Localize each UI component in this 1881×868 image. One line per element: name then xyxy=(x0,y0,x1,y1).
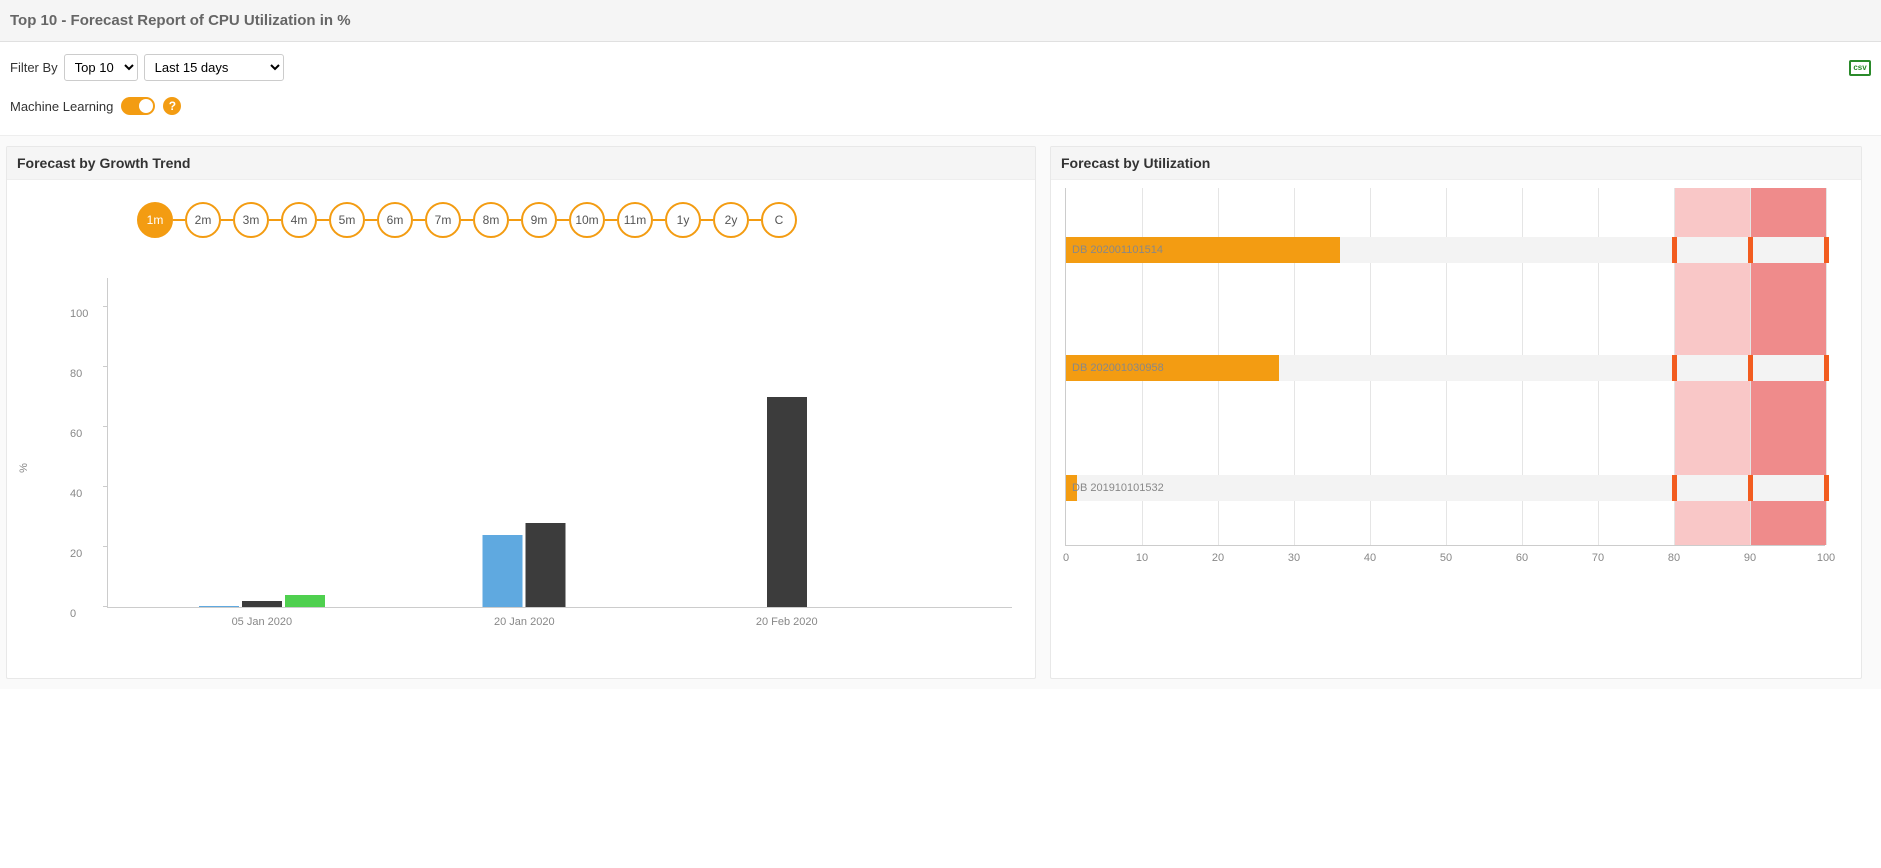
page-title: Top 10 - Forecast Report of CPU Utilizat… xyxy=(0,0,1881,42)
threshold-tick xyxy=(1672,475,1677,501)
y-tick-label: 0 xyxy=(70,608,76,620)
x-tick-label: 50 xyxy=(1440,552,1452,564)
x-tick-label: 80 xyxy=(1668,552,1680,564)
y-tick-label: 80 xyxy=(70,368,82,380)
hbar-label: DB 202001030958 xyxy=(1072,362,1164,374)
x-tick-label: 20 Feb 2020 xyxy=(756,616,818,628)
pill-connector xyxy=(557,219,569,221)
y-tick-label: 20 xyxy=(70,548,82,560)
panel-utilization-title: Forecast by Utilization xyxy=(1051,147,1861,180)
hbar-plot-area: 0102030405060708090100DB 202001101514DB … xyxy=(1065,188,1825,546)
ml-toggle[interactable] xyxy=(121,97,155,115)
help-icon[interactable]: ? xyxy=(163,97,181,115)
threshold-tick xyxy=(1824,475,1829,501)
time-pill-9m[interactable]: 9m xyxy=(521,202,557,238)
x-tick-label: 05 Jan 2020 xyxy=(232,616,293,628)
time-pill-10m[interactable]: 10m xyxy=(569,202,605,238)
bar[interactable] xyxy=(767,397,807,607)
pill-connector xyxy=(173,219,185,221)
x-tick-label: 0 xyxy=(1063,552,1069,564)
x-tick-label: 60 xyxy=(1516,552,1528,564)
hbar-row: DB 202001030958 xyxy=(1066,355,1826,381)
time-pill-3m[interactable]: 3m xyxy=(233,202,269,238)
bar-group xyxy=(483,523,566,607)
x-tick-label: 90 xyxy=(1744,552,1756,564)
ml-label: Machine Learning xyxy=(10,99,113,114)
pill-connector xyxy=(509,219,521,221)
time-pill-4m[interactable]: 4m xyxy=(281,202,317,238)
panel-growth-title: Forecast by Growth Trend xyxy=(7,147,1035,180)
time-pill-6m[interactable]: 6m xyxy=(377,202,413,238)
panel-growth-trend: Forecast by Growth Trend 1m 2m 3m 4m 5m 6m 7m 8… xyxy=(6,146,1036,679)
x-tick-label: 20 Jan 2020 xyxy=(494,616,555,628)
threshold-tick xyxy=(1824,237,1829,263)
bar[interactable] xyxy=(242,601,282,607)
threshold-tick xyxy=(1748,355,1753,381)
hbar-row: DB 202001101514 xyxy=(1066,237,1826,263)
pill-connector xyxy=(269,219,281,221)
hbar-row: DB 201910101532 xyxy=(1066,475,1826,501)
growth-trend-chart: % 02040608010005 Jan 202020 Jan 202020 F… xyxy=(67,278,1015,658)
pill-connector xyxy=(749,219,761,221)
x-tick-label: 10 xyxy=(1136,552,1148,564)
x-tick-label: 30 xyxy=(1288,552,1300,564)
pill-connector xyxy=(701,219,713,221)
bar[interactable] xyxy=(483,535,523,607)
pill-connector xyxy=(221,219,233,221)
time-pill-2y[interactable]: 2y xyxy=(713,202,749,238)
time-pill-5m[interactable]: 5m xyxy=(329,202,365,238)
range-select[interactable]: Last 15 days xyxy=(144,54,284,81)
panel-utilization: Forecast by Utilization 0 10 20 30 40 50 60 70 8… xyxy=(1050,146,1862,679)
x-tick-label: 40 xyxy=(1364,552,1376,564)
ml-row: Machine Learning ? xyxy=(0,89,1881,136)
pill-connector xyxy=(605,219,617,221)
bar-plot-area: 02040608010005 Jan 202020 Jan 202020 Feb… xyxy=(107,278,1012,608)
threshold-tick xyxy=(1748,237,1753,263)
bar[interactable] xyxy=(285,595,325,607)
bar-group xyxy=(767,397,807,607)
time-pill-7m[interactable]: 7m xyxy=(425,202,461,238)
time-pill-11m[interactable]: 11m xyxy=(617,202,653,238)
pill-connector xyxy=(461,219,473,221)
y-axis-label: % xyxy=(18,463,30,473)
utilization-chart: 0 10 20 30 40 50 60 70 80 90 100 DB 202001101514 DB … xyxy=(1065,188,1841,568)
threshold-tick xyxy=(1672,237,1677,263)
export-csv-icon[interactable]: csv xyxy=(1849,60,1871,76)
pill-connector xyxy=(365,219,377,221)
hbar-label: DB 202001101514 xyxy=(1072,244,1163,256)
bar[interactable] xyxy=(526,523,566,607)
bar-group xyxy=(199,595,325,607)
filter-row: Filter By Top 10 Last 15 days csv xyxy=(0,42,1881,89)
hbar-label: DB 201910101532 xyxy=(1072,482,1164,494)
y-tick-label: 60 xyxy=(70,428,82,440)
time-pill-2m[interactable]: 2m xyxy=(185,202,221,238)
time-pill-C[interactable]: C xyxy=(761,202,797,238)
time-pill-1y[interactable]: 1y xyxy=(665,202,701,238)
time-pill-8m[interactable]: 8m xyxy=(473,202,509,238)
threshold-tick xyxy=(1824,355,1829,381)
x-tick-label: 70 xyxy=(1592,552,1604,564)
threshold-tick xyxy=(1748,475,1753,501)
pill-connector xyxy=(653,219,665,221)
time-range-pills: 1m 2m 3m 4m 5m 6m 7m 8m 9m 10m 11m 1y 2y C xyxy=(7,180,1035,248)
panels: Forecast by Growth Trend 1m 2m 3m 4m 5m 6m 7m 8… xyxy=(0,136,1881,689)
filter-by-label: Filter By xyxy=(10,60,58,75)
y-tick-label: 40 xyxy=(70,488,82,500)
bar[interactable] xyxy=(199,606,239,608)
y-tick-label: 100 xyxy=(70,308,88,320)
pill-connector xyxy=(317,219,329,221)
hbar-row-bg xyxy=(1066,475,1826,501)
x-tick-label: 20 xyxy=(1212,552,1224,564)
x-tick-label: 100 xyxy=(1817,552,1835,564)
top-select[interactable]: Top 10 xyxy=(64,54,138,81)
time-pill-1m[interactable]: 1m xyxy=(137,202,173,238)
pill-connector xyxy=(413,219,425,221)
threshold-tick xyxy=(1672,355,1677,381)
